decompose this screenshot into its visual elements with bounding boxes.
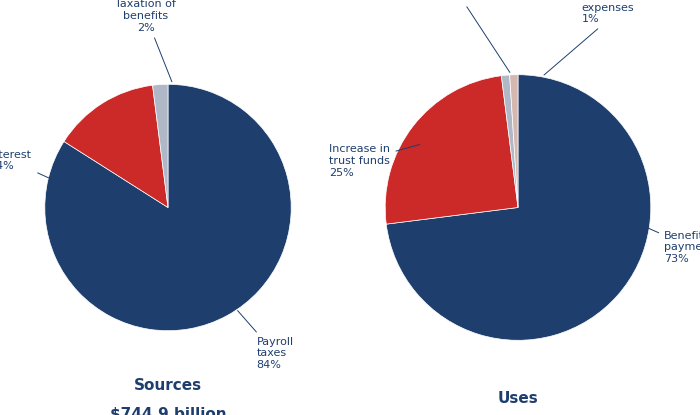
- Wedge shape: [501, 75, 518, 208]
- Wedge shape: [45, 84, 291, 331]
- Text: Interest
14%: Interest 14%: [0, 150, 57, 182]
- Text: Benefit
payments
73%: Benefit payments 73%: [640, 225, 700, 264]
- Text: Administrative
expenses
1%: Administrative expenses 1%: [544, 0, 663, 75]
- Text: Payroll
taxes
84%: Payroll taxes 84%: [237, 310, 294, 370]
- Text: $744.9 billion: $744.9 billion: [110, 407, 226, 415]
- Wedge shape: [510, 75, 518, 208]
- Wedge shape: [385, 76, 518, 224]
- Text: Increase in
trust funds
25%: Increase in trust funds 25%: [330, 144, 420, 178]
- Text: Taxation of
benefits
2%: Taxation of benefits 2%: [116, 0, 176, 82]
- Text: Railroad
Retirement
financial
interchange
1%: Railroad Retirement financial interchang…: [412, 0, 510, 72]
- Text: Uses: Uses: [498, 391, 538, 406]
- Text: Sources: Sources: [134, 378, 202, 393]
- Wedge shape: [153, 84, 168, 208]
- Wedge shape: [64, 85, 168, 208]
- Wedge shape: [386, 75, 651, 340]
